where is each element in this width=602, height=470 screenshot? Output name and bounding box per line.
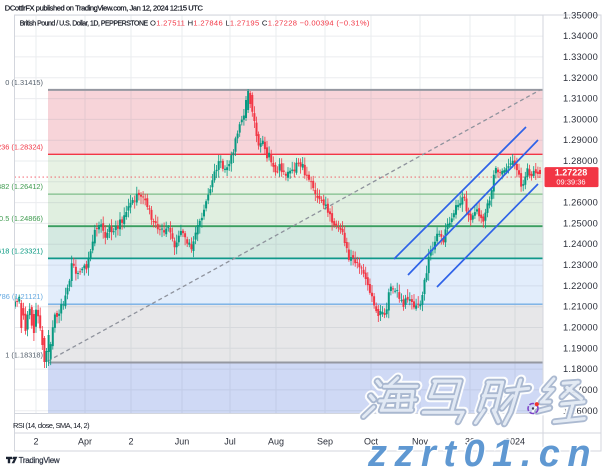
svg-text:1.16000: 1.16000 [563,406,598,416]
svg-text:Jun: Jun [175,437,190,447]
svg-text:2024: 2024 [505,437,525,447]
svg-text:British Pound / U.S. Dollar, 1: British Pound / U.S. Dollar, 1D, PEPPERS… [20,21,149,28]
svg-text:1.18000: 1.18000 [563,364,598,374]
svg-text:Sep: Sep [317,437,333,447]
svg-text:1.34000: 1.34000 [563,31,598,41]
svg-text:1.30000: 1.30000 [563,114,598,124]
svg-text:0.5 (1.24866): 0.5 (1.24866) [0,214,43,223]
svg-text:1.25000: 1.25000 [563,218,598,228]
svg-text:0.618 (1.23321): 0.618 (1.23321) [0,246,43,255]
svg-text:1 (1.18318): 1 (1.18318) [5,351,43,360]
svg-text:1.23000: 1.23000 [563,260,598,270]
svg-text:0.236 (1.28324): 0.236 (1.28324) [0,142,43,151]
svg-text:1.29000: 1.29000 [563,135,598,145]
svg-text:1.22000: 1.22000 [563,281,598,291]
svg-text:Jul: Jul [224,437,236,447]
svg-text:1.35000: 1.35000 [563,10,598,20]
svg-text:1.27228: 1.27228 [555,168,588,178]
svg-text:Nov: Nov [412,437,429,447]
svg-text:2: 2 [33,437,38,447]
svg-text:O1.27511 H1.27846 L1.27195 C1.: O1.27511 H1.27846 L1.27195 C1.27228 −0.0… [150,19,370,28]
svg-text:zzrt01.cn: zzrt01.cn [367,433,598,470]
svg-text:DCottlrFX published on Trading: DCottlrFX published on TradingView.com, … [5,4,204,13]
svg-text:0.786 (1.21121): 0.786 (1.21121) [0,292,43,301]
svg-text:09:39:36: 09:39:36 [556,178,585,187]
svg-text:30: 30 [465,437,475,447]
svg-text:1.28000: 1.28000 [563,156,598,166]
svg-text:RSI (14, close, SMA, 14, 2): RSI (14, close, SMA, 14, 2) [13,421,90,430]
svg-text:2: 2 [128,437,133,447]
svg-text:0.382 (1.26412): 0.382 (1.26412) [0,182,43,191]
svg-text:1.32000: 1.32000 [563,73,598,83]
svg-text:Apr: Apr [78,437,92,447]
svg-text:TradingView: TradingView [19,456,60,465]
svg-text:1.19000: 1.19000 [563,343,598,353]
svg-text:1.24000: 1.24000 [563,239,598,249]
svg-text:1.21000: 1.21000 [563,302,598,312]
svg-text:1.33000: 1.33000 [563,52,598,62]
svg-text:1.20000: 1.20000 [563,323,598,333]
svg-text:Aug: Aug [268,437,284,447]
svg-text:1.26000: 1.26000 [563,198,598,208]
svg-text:0 (1.31415): 0 (1.31415) [5,78,43,87]
svg-text:1.31000: 1.31000 [563,94,598,104]
svg-text:1.17000: 1.17000 [563,385,598,395]
svg-text:Oct: Oct [364,437,379,447]
